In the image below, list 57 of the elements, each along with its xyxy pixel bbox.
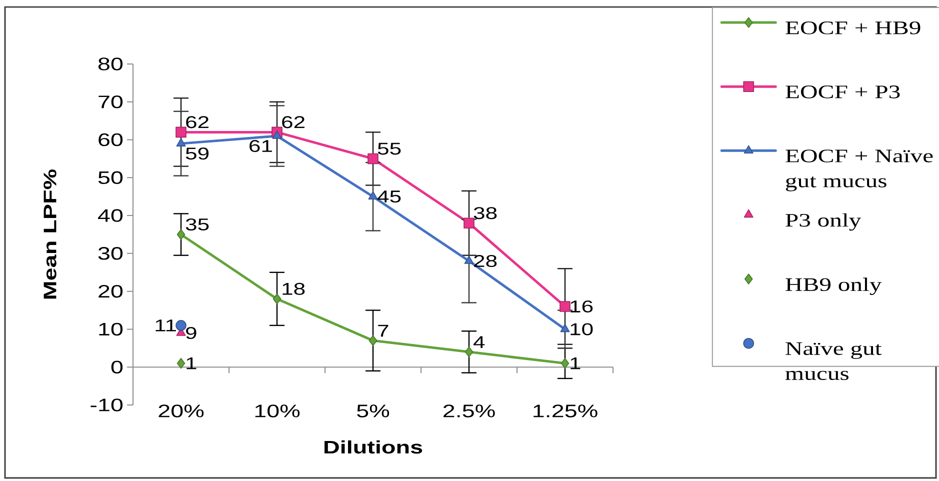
data-label: 38 [474,207,497,220]
point [176,126,186,138]
point [272,130,282,139]
point [176,229,186,240]
point [464,256,474,264]
y-tick-label: 30 [98,247,123,260]
point [368,191,378,200]
point [176,320,186,331]
data-label: 7 [378,324,388,337]
legend-label: Naïve gut mucus [785,342,882,380]
legend-label: HB9 only [786,278,882,295]
point [464,218,474,229]
data-label: 35 [186,218,209,230]
x-tick-label: 5% [357,404,390,418]
data-label: 10 [570,323,593,336]
data-label: 62 [282,116,304,128]
data-label: 9 [186,326,196,340]
y-tick-label: 10 [99,322,123,336]
y-tick-label: -10 [90,398,123,412]
y-tick-label: 80 [98,58,123,70]
point [176,138,186,146]
x-tick-label: 2.5% [444,404,495,418]
point [560,324,570,332]
data-label: 4 [474,336,485,348]
data-label: 62 [186,116,208,128]
y-tick-label: 50 [98,171,123,184]
data-label: 1 [186,357,196,370]
point [176,358,186,369]
data-label: 16 [570,300,593,313]
y-tick-label: 20 [98,284,123,298]
data-label: 28 [474,254,497,268]
point [560,301,570,312]
legend-label: EOCF + Naïve gut mucus [786,150,933,192]
data-label: 61 [250,140,272,152]
data-label: 55 [378,142,401,155]
data-label: 45 [378,190,401,203]
point [560,358,570,369]
x-tick-label: 20% [158,404,204,418]
point [464,346,474,358]
point [368,153,378,164]
y-axis-title: Mean LPF% [44,169,56,299]
data-label: 18 [282,282,305,295]
data-label: 11 [156,320,176,332]
x-tick-label: 10% [255,404,300,418]
data-label: 1 [570,357,580,370]
x-tick-label: 1.25% [534,404,598,418]
x-axis-title: Dilutions [324,440,422,454]
y-tick-label: 40 [98,209,123,222]
legend-label: EOCF + HB9 [786,22,920,34]
point [368,335,378,346]
legend-label: P3 only [786,213,862,231]
data-label: 59 [186,148,209,160]
legend-label: EOCF + P3 [786,86,900,98]
point [272,294,282,304]
y-tick-label: 70 [98,96,123,108]
y-tick-label: 0 [111,360,123,374]
y-tick-label: 60 [98,133,123,146]
